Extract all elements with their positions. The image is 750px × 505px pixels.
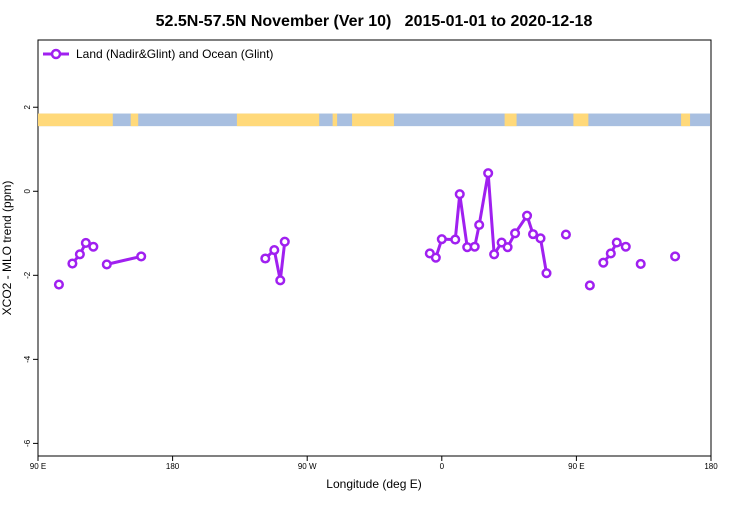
land-band [573, 113, 589, 127]
land-ocean-strip [38, 113, 710, 127]
data-point [510, 228, 521, 239]
chart-title: 52.5N-57.5N November (Ver 10) 2015-01-01… [156, 13, 593, 30]
land-band [130, 113, 139, 127]
data-point [269, 245, 280, 256]
data-point [101, 259, 112, 270]
land-band [332, 113, 338, 127]
y-tick-label: -6 [23, 439, 32, 447]
data-point [527, 229, 539, 240]
series-line [428, 171, 548, 274]
data-point [670, 251, 681, 262]
y-axis-label: XCO2 - MLO trend (ppm) [0, 181, 14, 316]
data-point [560, 229, 571, 240]
x-tick-label: 180 [704, 462, 718, 471]
data-point [275, 275, 286, 286]
axes: 90 E 180 90 W 0 90 E 180 2 0 -2 -4 -6 [23, 104, 718, 471]
x-tick-label: 0 [440, 462, 445, 471]
data-point [88, 241, 99, 252]
legend-label: Land (Nadir&Glint) and Ocean (Glint) [76, 47, 273, 61]
legend: Land (Nadir&Glint) and Ocean (Glint) [43, 47, 273, 61]
y-tick-label: -2 [23, 271, 32, 279]
data-point [605, 248, 616, 259]
data-point [469, 241, 480, 252]
land-band [504, 113, 517, 127]
series-line [264, 241, 287, 282]
data-point [635, 258, 646, 270]
data-point [136, 251, 147, 262]
data-point [483, 168, 494, 179]
x-tick-label: 90 E [568, 462, 584, 471]
data-point [598, 257, 609, 268]
land-band [681, 113, 691, 127]
series-layer [53, 168, 681, 291]
x-tick-label: 180 [166, 462, 180, 471]
legend-swatch-marker [50, 48, 62, 60]
x-tick-label: 90 E [30, 462, 46, 471]
data-point [474, 219, 485, 230]
data-point [584, 280, 595, 291]
x-axis-label: Longitude (deg E) [326, 477, 421, 491]
data-point [279, 236, 290, 247]
y-tick-label: 2 [23, 104, 32, 109]
y-tick-label: -4 [23, 355, 32, 363]
data-point [74, 249, 85, 260]
data-point [502, 242, 513, 253]
y-tick-label: 0 [23, 188, 32, 193]
data-point [489, 249, 500, 260]
data-point [454, 189, 465, 200]
data-point [620, 241, 631, 252]
data-point [430, 252, 441, 263]
data-point [260, 253, 271, 264]
data-point [80, 237, 91, 249]
data-point [436, 234, 447, 245]
data-point [450, 234, 461, 245]
data-point [53, 279, 64, 290]
data-point [535, 233, 546, 244]
land-band [236, 113, 320, 127]
data-point [541, 268, 552, 279]
land-band [352, 113, 394, 127]
data-point [611, 237, 622, 248]
plot-frame [37, 39, 712, 457]
data-point [67, 258, 78, 269]
series-line [106, 254, 142, 266]
land-band [38, 113, 113, 127]
data-point [521, 210, 533, 221]
x-tick-label: 90 W [298, 462, 317, 471]
